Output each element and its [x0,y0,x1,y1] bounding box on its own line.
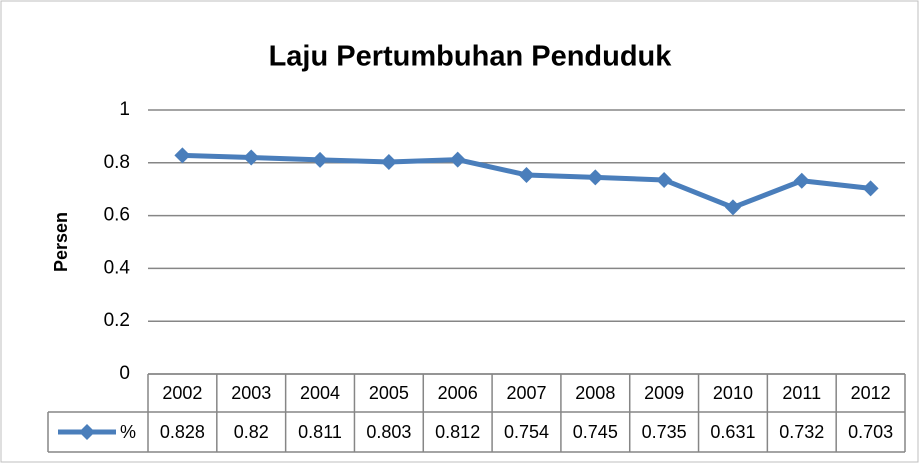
chart-title: Laju Pertumbuhan Penduduk [269,41,673,73]
marker [174,147,191,164]
y-axis-label: Persen [51,212,71,272]
marker [862,180,879,197]
data-label: 0.811 [298,422,342,442]
x-tick-label: 2002 [162,383,202,403]
data-label: 0.754 [504,422,549,442]
marker [587,169,604,186]
x-tick-label: 2003 [231,383,271,403]
data-label: 0.732 [779,422,824,442]
y-tick-label: 0.2 [104,310,130,331]
data-label: 0.82 [234,422,269,442]
x-tick-label: 2012 [851,383,891,403]
x-tick-label: 2005 [369,383,409,403]
marker [518,166,535,183]
x-tick-label: 2010 [713,383,753,403]
x-tick-label: 2011 [782,383,821,403]
data-label: 0.745 [573,422,618,442]
y-tick-label: 0.8 [104,152,130,173]
data-label: 0.631 [710,422,755,442]
marker [243,149,260,166]
marker [380,154,397,171]
legend-marker [79,424,95,440]
y-tick-label: 1 [119,99,130,120]
marker [724,199,741,216]
marker [793,172,810,189]
x-tick-label: 2007 [506,383,546,403]
y-tick-label: 0.6 [104,205,130,226]
marker [312,151,329,168]
marker [449,151,466,168]
data-label: 0.828 [160,422,205,442]
y-tick-label: 0 [119,363,130,384]
marker [656,171,673,188]
data-label: 0.703 [848,422,893,442]
data-label: 0.812 [435,422,480,442]
x-tick-label: 2004 [300,383,340,403]
legend-label: % [120,422,136,442]
data-label: 0.803 [366,422,411,442]
x-tick-label: 2006 [438,383,478,403]
y-tick-label: 0.4 [104,257,131,278]
x-tick-label: 2008 [575,383,615,403]
data-label: 0.735 [642,422,687,442]
x-tick-label: 2009 [644,383,684,403]
